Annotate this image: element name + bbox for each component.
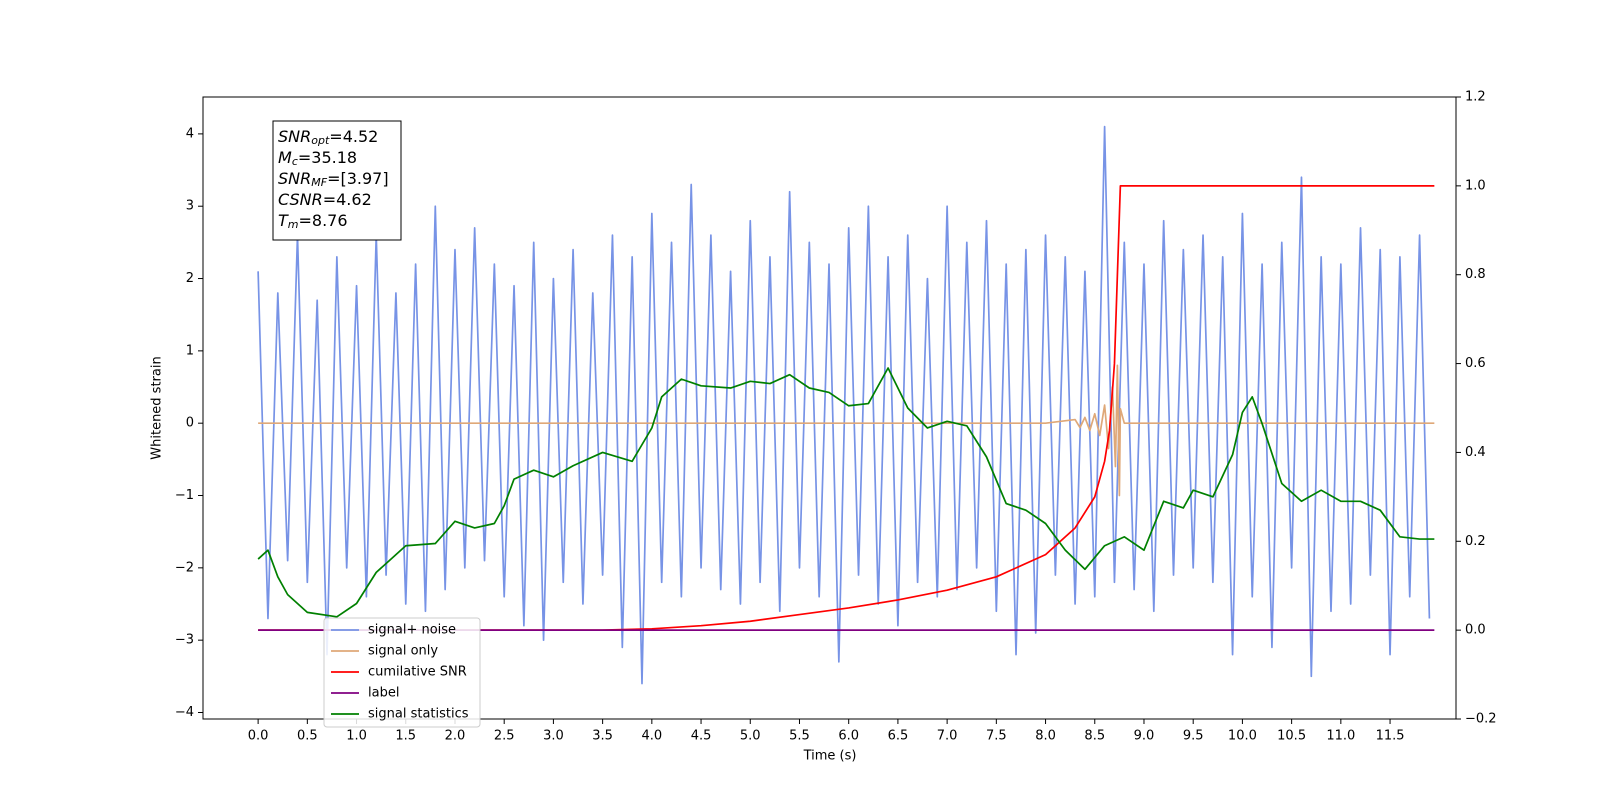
y-tick-label: 3 (186, 199, 194, 214)
annotation: SNRMF=[3.97] (278, 169, 389, 190)
x-tick-label: 11.5 (1376, 729, 1405, 744)
y-tick-label: 0 (186, 416, 194, 431)
x-tick-label: 1.0 (346, 729, 367, 744)
x-tick-label: 8.0 (1035, 729, 1056, 744)
annotation-subscript: opt (311, 134, 330, 147)
annotation-value: =4.62 (323, 190, 372, 209)
annotation-subscript: c (292, 155, 298, 168)
x-tick-label: 10.5 (1277, 729, 1306, 744)
annotation: SNRopt=4.52 (278, 127, 378, 148)
series-line (258, 185, 1435, 631)
annotation: Tm=8.76 (278, 211, 348, 232)
x-tick-label: 10.0 (1228, 729, 1257, 744)
annotation: CSNR=4.62 (278, 190, 372, 209)
x-tick-label: 7.0 (937, 729, 958, 744)
x-tick-label: 9.0 (1134, 729, 1155, 744)
y-tick-label: −4 (175, 705, 194, 720)
series-line (257, 367, 1435, 618)
annotation-symbol: T (278, 211, 289, 230)
y-tick-label: 2 (186, 271, 194, 286)
legend-frame (323, 617, 481, 728)
annotation-value: =[3.97] (327, 169, 389, 188)
x-axis-label: Time (s) (803, 749, 857, 764)
annotation-frame (272, 120, 402, 241)
x-tick-label: 7.5 (986, 729, 1007, 744)
annotation-box: SNRopt=4.52Mc=35.18SNRMF=[3.97]CSNR=4.62… (272, 120, 402, 241)
x-tick-label: 2.0 (445, 729, 466, 744)
y2-tick-label: 0.4 (1465, 445, 1486, 460)
y2-tick-label: −0.2 (1465, 712, 1497, 727)
x-tick-label: 5.5 (789, 729, 810, 744)
series-line (258, 364, 1435, 497)
y2-tick-label: 1.2 (1465, 90, 1486, 105)
legend-label: signal+ noise (368, 623, 456, 638)
legend-label: signal statistics (368, 707, 469, 722)
annotation-subscript: m (288, 218, 299, 231)
x-tick-label: 6.0 (838, 729, 859, 744)
y2-tick-label: 0.0 (1465, 623, 1486, 638)
x-tick-label: 6.5 (888, 729, 909, 744)
y-tick-label: −3 (175, 633, 194, 648)
annotation-symbol: SNR (278, 169, 311, 188)
series-line (257, 125, 1431, 685)
x-tick-label: 2.5 (494, 729, 515, 744)
x-tick-label: 0.0 (248, 729, 269, 744)
x-tick-label: 0.5 (297, 729, 318, 744)
legend: signal+ noise signal only cumilative SNR la… (323, 617, 481, 728)
legend-label: cumilative SNR (368, 665, 467, 680)
x-tick-label: 3.0 (543, 729, 564, 744)
annotation-value: =4.52 (329, 127, 378, 146)
annotation-symbol: SNR (278, 127, 311, 146)
legend-label: signal only (368, 644, 438, 659)
x-tick-label: 5.0 (740, 729, 761, 744)
annotation-subscript: MF (311, 176, 327, 189)
annotation: Mc=35.18 (278, 148, 357, 169)
y-axis-label: Whitened strain (150, 356, 165, 459)
y2-tick-label: 1.0 (1465, 178, 1486, 193)
annotation-value: =8.76 (299, 211, 348, 230)
x-tick-label: 3.5 (592, 729, 613, 744)
y-tick-label: −1 (175, 488, 194, 503)
y-tick-label: −2 (175, 560, 194, 575)
plot-frame (202, 96, 1457, 720)
y2-tick-label: 0.8 (1465, 267, 1486, 282)
x-tick-label: 8.5 (1084, 729, 1105, 744)
y2-tick-label: 0.6 (1465, 356, 1486, 371)
x-tick-label: 1.5 (395, 729, 416, 744)
x-tick-label: 9.5 (1183, 729, 1204, 744)
y-tick-label: 1 (186, 343, 194, 358)
x-tick-label: 4.0 (641, 729, 662, 744)
annotation-symbol: M (278, 148, 292, 167)
annotation-value: =35.18 (298, 148, 357, 167)
annotation-symbol: CSNR (278, 190, 323, 209)
legend-label: label (368, 686, 399, 701)
y-tick-label: 4 (186, 126, 194, 141)
x-tick-label: 4.5 (691, 729, 712, 744)
x-tick-label: 11.0 (1326, 729, 1355, 744)
y2-tick-label: 0.2 (1465, 534, 1486, 549)
